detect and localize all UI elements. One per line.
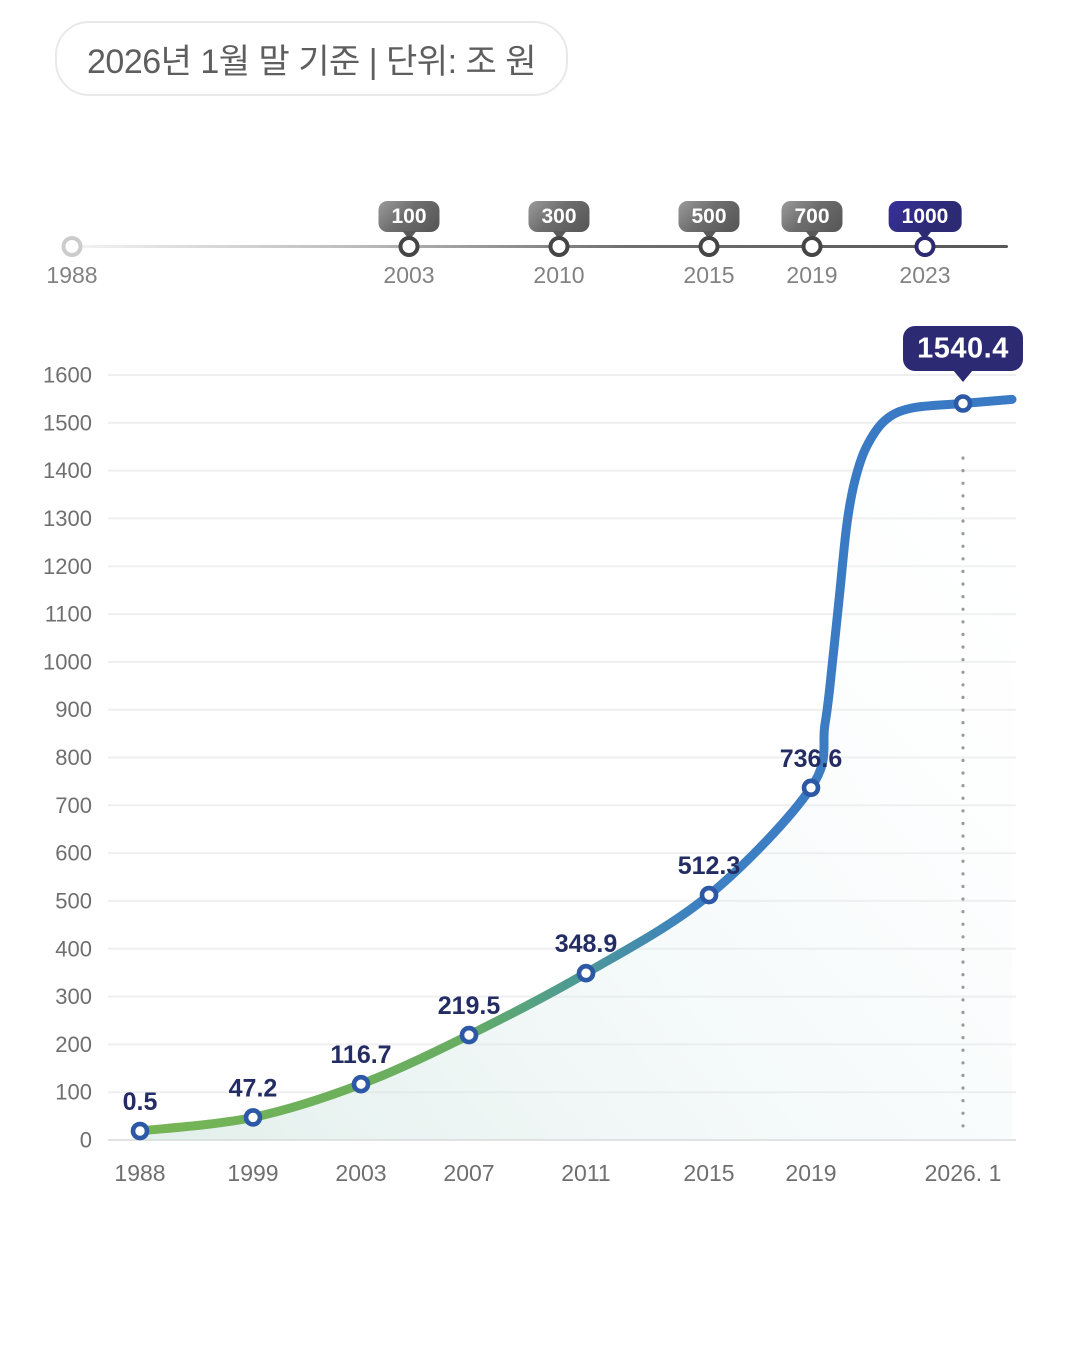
milestone-marker: [801, 236, 823, 257]
x-axis-tick-label: 2003: [335, 1160, 386, 1186]
x-axis-tick-label: 2015: [683, 1160, 734, 1186]
caption-pill: 2026년 1월 말 기준 | 단위: 조 원: [55, 21, 568, 96]
milestone-year-label: 2023: [899, 262, 951, 288]
y-axis-tick-label: 1500: [43, 410, 92, 435]
y-axis-tick-label: 900: [55, 697, 92, 722]
y-axis-tick-label: 300: [55, 984, 92, 1009]
data-point-marker: [130, 1121, 150, 1141]
highlight-badge-pointer: [953, 370, 973, 382]
highlight-badge-bubble: [903, 326, 1023, 371]
milestone-year-label: 2010: [533, 262, 585, 288]
milestone-marker: [698, 236, 720, 257]
y-axis-tick-label: 600: [55, 841, 92, 866]
highlight-badge: 1540.4: [903, 326, 1023, 382]
milestone-year-label: 2019: [786, 262, 838, 288]
y-axis-tick-label: 1300: [43, 506, 92, 531]
data-point-marker: [459, 1025, 479, 1045]
data-point-marker: [243, 1108, 263, 1127]
y-axis-tick-label: 400: [55, 936, 92, 961]
milestone-badge: 700: [781, 201, 843, 232]
data-point-marker: [576, 963, 596, 983]
data-point-label: 47.2: [229, 1074, 278, 1102]
milestone-badge: 1000: [888, 201, 962, 232]
y-axis-tick-label: 0: [80, 1128, 92, 1153]
milestone-marker: [61, 236, 83, 257]
milestone-marker: [548, 236, 570, 257]
y-axis-tick-label: 100: [55, 1080, 92, 1105]
y-axis-tick-label: 200: [55, 1032, 92, 1057]
data-point-label: 219.5: [438, 992, 501, 1020]
milestone-badge: 100: [378, 201, 440, 232]
timeline-axis-line: [72, 245, 1008, 248]
y-axis-tick-label: 500: [55, 888, 92, 913]
y-axis-tick-label: 1600: [43, 363, 92, 388]
x-axis-tick-label: 1999: [227, 1160, 278, 1186]
y-axis-tick-label: 1000: [43, 649, 92, 674]
data-point-label: 512.3: [678, 852, 741, 880]
data-point-label: 736.6: [780, 745, 843, 773]
milestone-year-label: 2003: [383, 262, 435, 288]
y-axis-tick-label: 800: [55, 745, 92, 770]
caption-text: 2026년 1월 말 기준 | 단위: 조 원: [87, 43, 536, 81]
trend-line: [135, 394, 1017, 1136]
milestone-marker: [914, 236, 936, 257]
highlight-value-label: 1540.4: [917, 333, 1009, 365]
milestone-year-label: 1988: [46, 262, 98, 288]
data-point-label: 0.5: [123, 1088, 158, 1116]
y-axis-tick-label: 700: [55, 793, 92, 818]
x-axis-tick-label: 2011: [561, 1160, 610, 1186]
y-axis-tick-label: 1100: [45, 602, 92, 627]
data-point-marker: [801, 778, 821, 798]
milestone-year-label: 2015: [683, 262, 735, 288]
y-axis-tick-label: 1200: [43, 554, 92, 579]
x-axis-tick-label: 2007: [443, 1160, 494, 1186]
data-point-marker: [699, 885, 719, 905]
x-axis-tick-label: 2019: [785, 1160, 836, 1186]
data-point-marker: [351, 1074, 371, 1094]
milestone-timeline: 1988 100 2003 300 2010 500 2015 700 2019 1000 2023: [0, 0, 1080, 310]
data-point-label: 116.7: [330, 1041, 391, 1069]
y-axis-tick-label: 1400: [43, 458, 92, 483]
x-axis-tick-label: 2026. 1: [925, 1160, 1002, 1186]
milestone-badge: 300: [528, 201, 590, 232]
data-point-marker: [953, 394, 973, 413]
milestone-marker: [398, 236, 420, 257]
area-fill: [140, 399, 1012, 1140]
milestone-badge: 500: [678, 201, 740, 232]
data-point-label: 348.9: [555, 930, 618, 958]
x-axis-tick-label: 1988: [114, 1160, 165, 1186]
